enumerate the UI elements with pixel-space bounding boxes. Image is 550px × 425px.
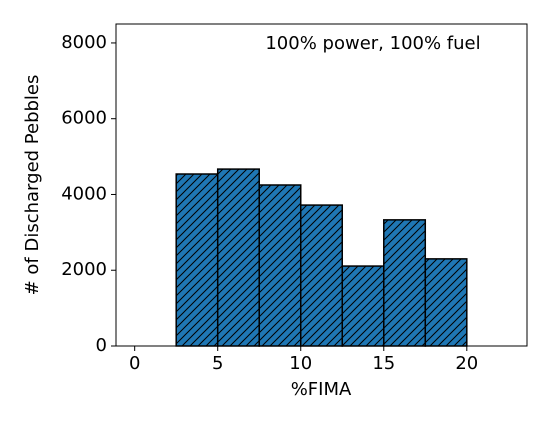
y-tick-label: 8000 — [61, 32, 107, 53]
annotation: 100% power, 100% fuel — [265, 33, 480, 54]
x-tick-label: 10 — [289, 353, 312, 374]
bar-hatch — [383, 219, 427, 347]
x-tick-label: 20 — [455, 353, 478, 374]
plot-frame — [115, 23, 528, 347]
bar-hatch — [424, 258, 468, 347]
x-tick-label: 0 — [129, 353, 140, 374]
bar-hatch — [299, 204, 344, 347]
x-tick-label: 5 — [212, 353, 223, 374]
x-axis-label: %FIMA — [291, 379, 352, 400]
bar-hatch — [175, 173, 219, 347]
bar-hatch — [216, 168, 260, 347]
x-tick-label: 15 — [372, 353, 395, 374]
y-tick-label: 0 — [96, 335, 107, 356]
y-tick-label: 4000 — [61, 183, 107, 204]
bar-hatch — [341, 265, 385, 347]
bar-hatch — [258, 184, 302, 347]
y-axis-label: # of Discharged Pebbles — [22, 75, 43, 296]
y-tick-label: 2000 — [61, 259, 107, 280]
y-tick-label: 6000 — [61, 108, 107, 129]
